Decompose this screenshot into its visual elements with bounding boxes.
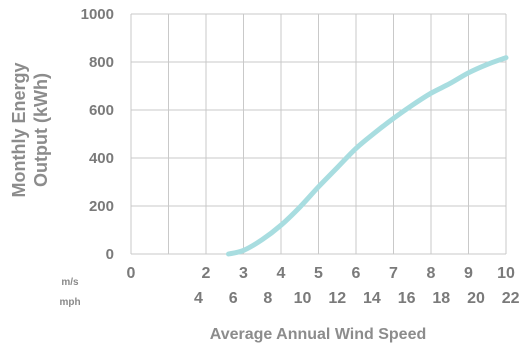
y-tick-label: 0 — [106, 246, 114, 263]
y-tick-label: 600 — [89, 102, 114, 119]
x-tick-label-mph: 20 — [467, 290, 485, 307]
x-tick-label-mph: 12 — [328, 290, 346, 307]
x-tick-label-ms: 6 — [352, 265, 361, 282]
series-line — [229, 58, 507, 254]
x-tick-label-mph: 4 — [194, 290, 203, 307]
x-tick-label-ms: 7 — [389, 265, 398, 282]
x-tick-label-mph: 16 — [398, 290, 416, 307]
y-tick-label: 200 — [89, 198, 114, 215]
x-tick-label-mph: 10 — [294, 290, 312, 307]
x-tick-label-ms: 4 — [277, 265, 286, 282]
grid-lines — [131, 14, 506, 254]
y-tick-label: 1000 — [81, 6, 114, 23]
unit-label-mph: mph — [59, 297, 80, 308]
x-tick-label-mph: 18 — [432, 290, 450, 307]
x-tick-label-mph: 8 — [263, 290, 272, 307]
x-tick-label-ms: 9 — [464, 265, 473, 282]
y-axis-title-line2: Output (kWh) — [31, 73, 51, 187]
x-tick-label-mph: 14 — [363, 290, 381, 307]
x-tick-label-ms: 3 — [239, 265, 248, 282]
x-tick-label-ms: 10 — [497, 265, 515, 282]
x-tick-labels-mph: 4 6 8 10 12 14 16 18 20 22 — [194, 290, 520, 307]
y-axis-title: Monthly Energy Output (kWh) — [9, 62, 51, 197]
x-tick-label-mph: 22 — [502, 290, 520, 307]
y-tick-label: 400 — [89, 150, 114, 167]
unit-label-ms: m/s — [61, 277, 79, 288]
y-tick-labels: 0 200 400 600 800 1000 — [81, 6, 114, 263]
x-axis-title: Average Annual Wind Speed — [210, 326, 426, 343]
x-tick-labels-ms: 0 2 3 4 5 6 7 8 9 10 — [127, 265, 515, 282]
x-tick-label-ms: 5 — [314, 265, 323, 282]
series-lines — [229, 58, 507, 254]
x-tick-label-ms: 8 — [427, 265, 436, 282]
y-axis-title-line1: Monthly Energy — [9, 62, 29, 197]
x-tick-label-ms: 0 — [127, 265, 136, 282]
y-tick-label: 800 — [89, 54, 114, 71]
x-tick-label-mph: 6 — [229, 290, 238, 307]
x-tick-label-ms: 2 — [202, 265, 211, 282]
